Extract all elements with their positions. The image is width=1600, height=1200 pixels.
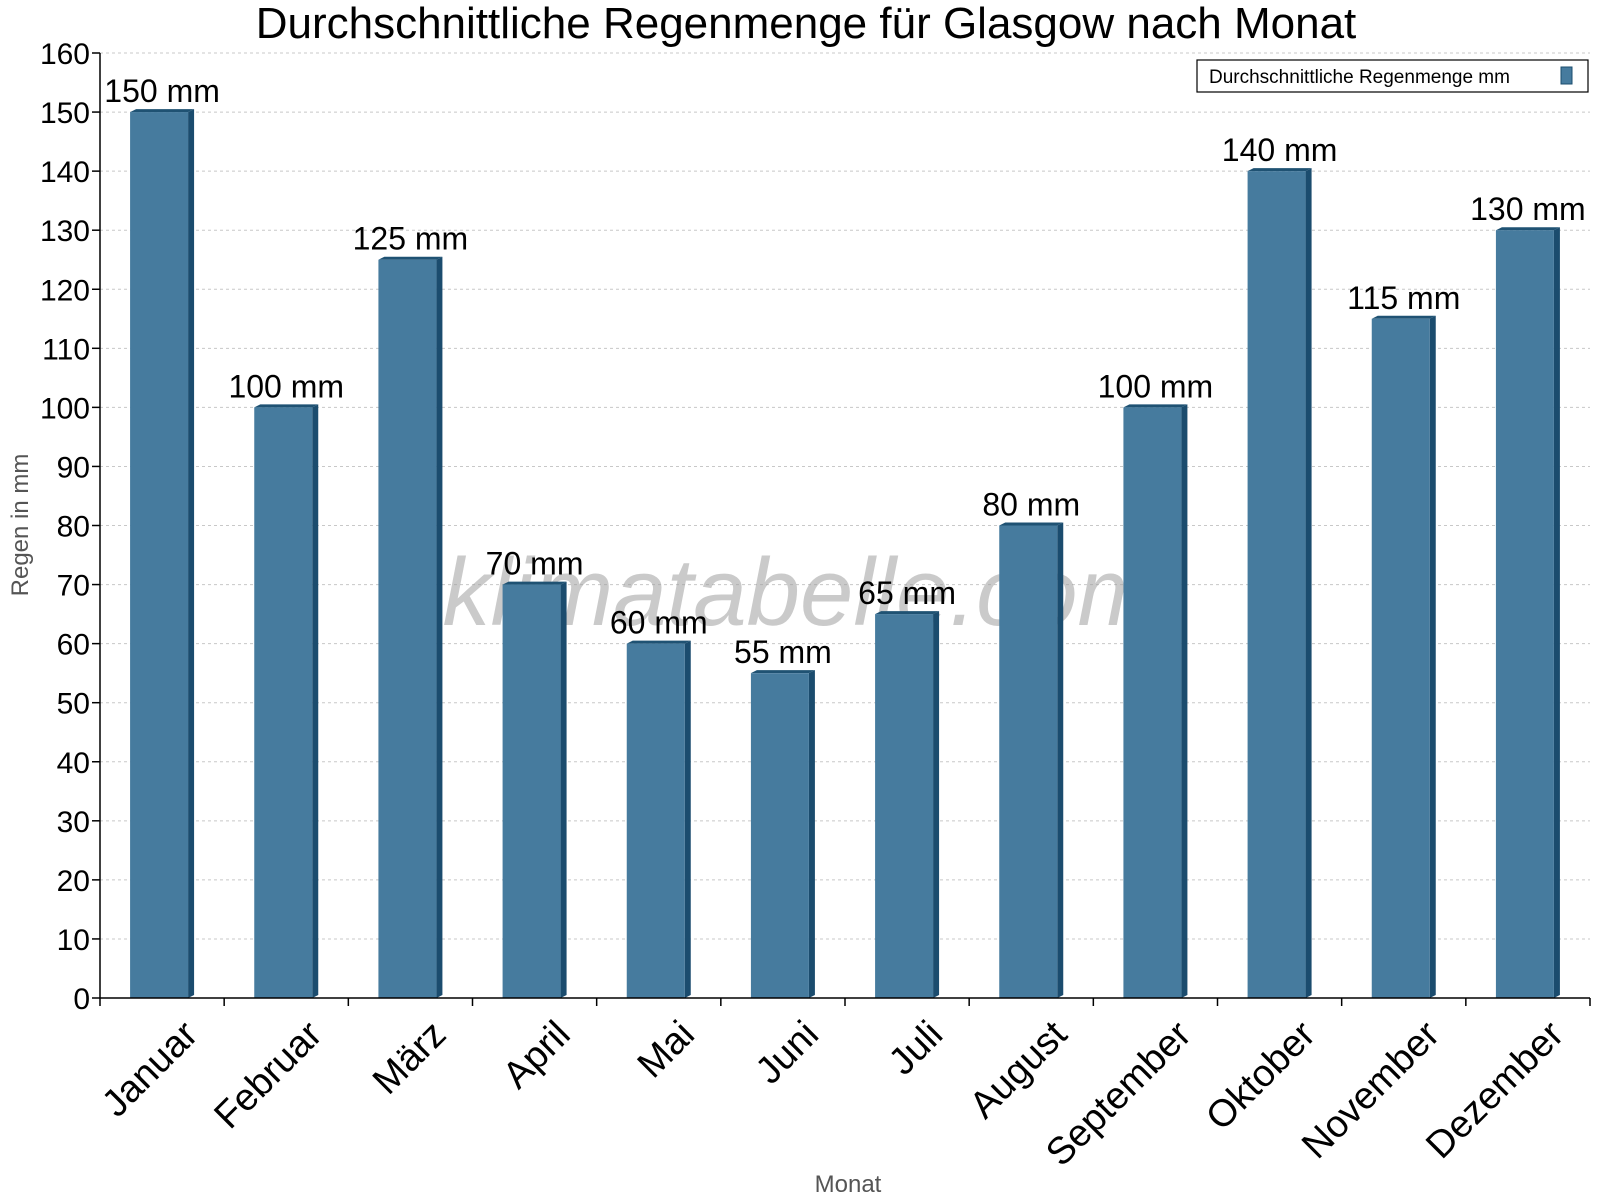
bar-side [684,640,691,998]
y-tick-label: 60 [57,629,90,662]
bar-side [188,109,195,998]
bar-top [626,640,691,644]
bar-juni [750,670,815,998]
bar-september [1123,404,1188,998]
x-tick-label: April [495,1013,578,1096]
legend-label: Durchschnittliche Regenmenge mm [1209,67,1510,88]
data-label: 55 mm [734,634,832,670]
bar-oktober [1247,168,1312,998]
bar-märz [378,256,443,998]
legend: Durchschnittliche Regenmenge mm [1196,59,1589,93]
bar-front [254,407,313,998]
y-tick-label: 110 [42,333,90,366]
bar-front [750,673,809,998]
bar-side [1057,522,1064,998]
data-label: 80 mm [982,487,1080,523]
bar-front [1495,230,1554,998]
bar-side [808,670,815,998]
bar-november [1371,315,1436,998]
bar-april [502,581,567,998]
bar-februar [254,404,319,998]
x-tick-label: Januar [94,1013,206,1125]
bar-top [1123,404,1188,408]
bar-side [933,611,940,998]
data-labels: 150 mm 100 mm 125 mm 70 mm 60 mm 55 mm 65 mm 80… [104,73,1585,670]
y-tick-label: 90 [57,451,90,484]
bar-top [254,404,319,408]
x-axis-label: Monat [815,1171,882,1198]
y-tick-label: 130 [40,215,90,248]
chart-title: Durchschnittliche Regenmenge für Glasgow… [256,0,1357,48]
y-tick-label: 50 [57,688,90,721]
legend-swatch [1560,66,1573,85]
x-tick-label: Juli [881,1013,951,1083]
bars [130,109,1560,998]
bar-front [130,112,189,998]
bar-side [1305,168,1312,998]
bar-top [378,256,443,260]
y-tick-label: 10 [57,924,90,957]
bar-side [1553,227,1560,998]
bar-side [560,581,567,998]
bar-mai [626,640,691,998]
bar-top [875,611,940,615]
data-label: 150 mm [104,73,220,109]
y-tick-label: 0 [73,983,90,1016]
data-label: 130 mm [1470,191,1586,227]
y-tick-label: 40 [57,747,90,780]
data-label: 70 mm [486,546,584,582]
data-label: 100 mm [1098,368,1214,404]
y-tick-label: 30 [57,806,90,839]
legend-box [1196,59,1589,93]
bar-side [312,404,319,998]
bar-front [626,643,685,998]
bar-side [1181,404,1188,998]
bar-dezember [1495,227,1560,998]
y-tick-label: 120 [40,274,90,307]
data-label: 60 mm [610,605,708,641]
bar-top [999,522,1064,526]
bar-front [1371,318,1430,998]
y-tick-label: 160 [40,38,90,71]
bar-januar [130,109,195,998]
x-tick-label: Juni [748,1013,827,1092]
x-tick-label: Oktober [1198,1013,1324,1139]
x-tick-label: Mai [630,1013,703,1086]
bar-top [1371,315,1436,319]
grid-lines [100,52,1590,940]
x-tick-label: Dezember [1418,1013,1572,1167]
x-tick-label: August [962,1013,1076,1127]
data-label: 65 mm [858,575,956,611]
data-label: 115 mm [1347,280,1460,316]
bar-front [1123,407,1182,998]
bar-top [130,109,195,113]
bar-front [875,614,934,998]
bar-top [502,581,567,585]
bar-front [1247,171,1306,998]
data-label: 125 mm [353,221,469,257]
bar-august [999,522,1064,998]
y-tick-label: 150 [40,97,90,130]
bar-top [1247,168,1312,172]
y-tick-label: 20 [57,865,90,898]
x-tick-label: März [365,1013,454,1102]
bar-top [1495,227,1560,231]
bar-front [502,584,561,998]
bar-top [750,670,815,674]
bar-side [1429,315,1436,998]
y-tick-label: 140 [40,156,90,189]
bar-front [378,259,437,998]
y-tick-label: 80 [57,511,90,544]
y-axis-label: Regen in mm [7,454,34,597]
bar-front [999,525,1058,998]
y-tick-label: 70 [57,570,90,603]
bar-juli [875,611,940,998]
x-tick-label: Februar [206,1013,330,1137]
bar-side [436,256,443,998]
y-tick-label: 100 [40,392,90,425]
data-label: 140 mm [1222,132,1338,168]
data-label: 100 mm [228,368,344,404]
